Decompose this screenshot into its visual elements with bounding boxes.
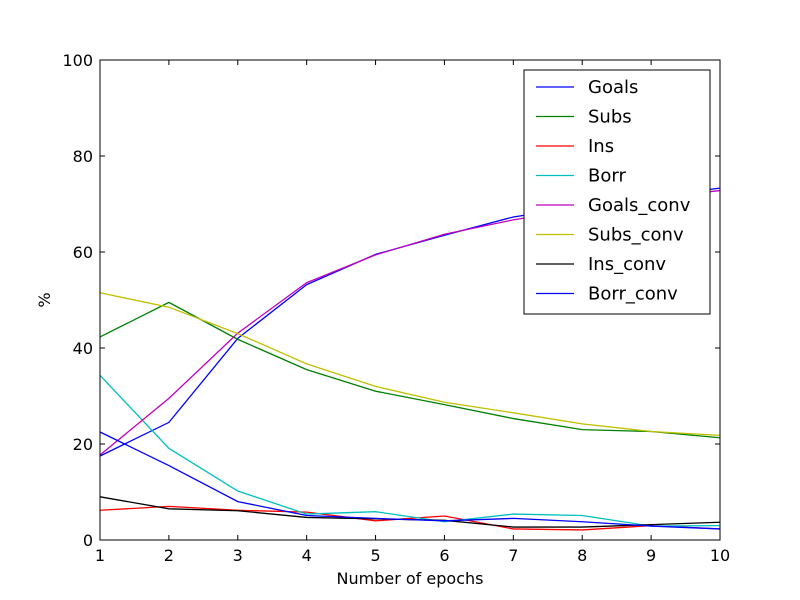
- y-tick-label: 80: [73, 147, 93, 166]
- x-tick-label: 9: [646, 546, 656, 565]
- legend-label: Borr: [588, 166, 626, 187]
- legend-box: [523, 69, 711, 315]
- y-tick-label: 0: [83, 531, 93, 550]
- y-tick-label: 20: [73, 435, 93, 454]
- legend-label: Goals: [588, 77, 638, 98]
- legend-label: Ins: [588, 136, 614, 157]
- legend-label: Ins_conv: [588, 254, 666, 275]
- series-line-ins: [99, 505, 721, 531]
- x-tick-label: 4: [302, 546, 312, 565]
- y-tick-label: 40: [73, 339, 93, 358]
- y-tick-label: 60: [73, 243, 93, 262]
- x-tick-label: 10: [710, 546, 730, 565]
- legend-label: Goals_conv: [588, 195, 691, 216]
- x-tick-label: 2: [164, 546, 174, 565]
- x-tick-label: 6: [439, 546, 449, 565]
- x-tick-label: 7: [508, 546, 518, 565]
- plot-lines: [99, 187, 721, 531]
- legend-label: Subs_conv: [588, 225, 684, 246]
- y-axis-label: %: [35, 292, 54, 307]
- legend-label: Subs: [588, 107, 632, 128]
- x-tick-label: 3: [233, 546, 243, 565]
- x-tick-label: 1: [95, 546, 105, 565]
- legend: Goals Subs Ins Borr Goals_conv Subs_conv Ins_c…: [523, 69, 711, 315]
- axes-frame: [99, 59, 721, 541]
- series-line-subs-conv: [99, 292, 721, 437]
- legend-label: Borr_conv: [588, 284, 678, 305]
- series-line-borr: [99, 374, 721, 527]
- y-tick-label: 100: [62, 51, 93, 70]
- x-axis-label: Number of epochs: [337, 569, 484, 588]
- x-tick-label: 5: [370, 546, 380, 565]
- x-tick-label: 8: [577, 546, 587, 565]
- series-line-borr-conv: [99, 431, 721, 530]
